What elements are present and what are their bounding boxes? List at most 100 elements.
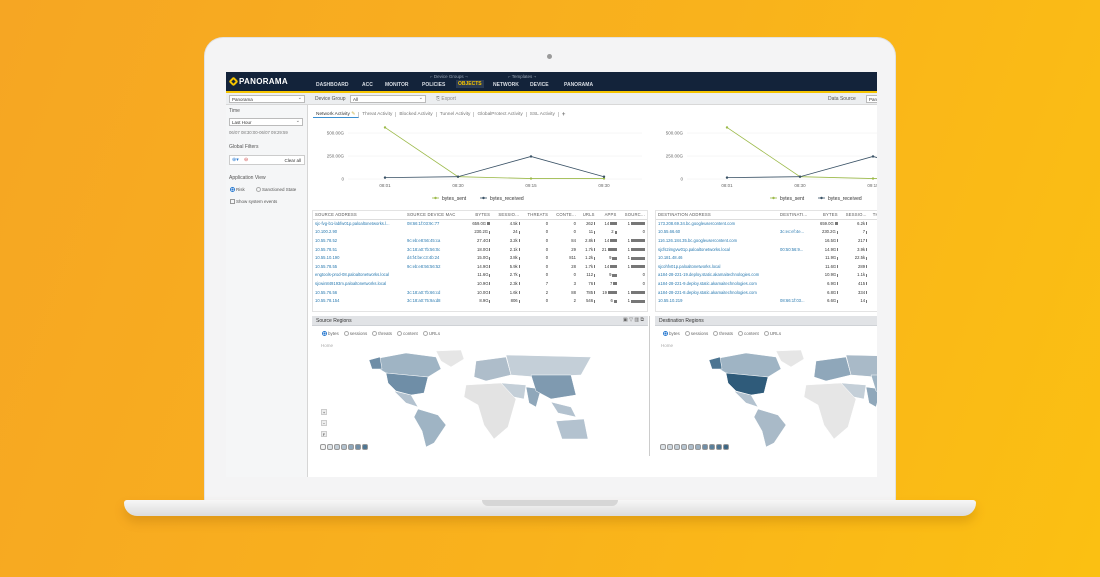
table-row[interactable]: 10.100.2.90 230.2G 24 0 0 11 2 0 xyxy=(313,228,647,237)
tab-tunnel-activity[interactable]: Tunnel Activity xyxy=(437,112,475,117)
table-row[interactable]: 10.55.76.56 3c:18:a0:7b:66:cd 10.0G 1.6k 2 88… xyxy=(313,288,647,297)
tab-blocked-activity[interactable]: Blocked Activity xyxy=(396,112,437,117)
table-row[interactable]: sjcohfv01p.paloaltonetworks.local 11.6G 28… xyxy=(656,262,877,271)
data-point-bytes_sent[interactable] xyxy=(383,126,387,129)
column-header[interactable]: SOURCE DEVICE MAC xyxy=(404,211,467,220)
table-cell[interactable] xyxy=(778,236,814,245)
table-cell[interactable]: a184-28-221-19.deploy.static.akamaitechn… xyxy=(656,271,778,280)
time-select[interactable]: Last Hour xyxy=(229,118,303,126)
table-cell[interactable] xyxy=(405,271,467,280)
data-point-bytes_received[interactable] xyxy=(871,155,875,158)
data-point-bytes_received[interactable] xyxy=(529,155,533,158)
map-region-usa[interactable] xyxy=(385,372,429,396)
add-tab-icon[interactable]: + xyxy=(561,111,566,118)
nav-monitor[interactable]: MONITOR xyxy=(385,82,409,88)
column-header[interactable]: THR xyxy=(868,211,877,220)
table-cell[interactable]: 10.55.78.55 xyxy=(313,262,405,271)
metric-radio-urls[interactable]: URLs xyxy=(763,331,781,337)
table-cell[interactable] xyxy=(778,271,814,280)
show-system-events-checkbox[interactable]: Show system events xyxy=(230,199,277,205)
data-point-bytes_received[interactable] xyxy=(383,176,387,179)
data-point-bytes_sent[interactable] xyxy=(602,177,606,180)
column-header[interactable]: APPS xyxy=(596,211,619,220)
table-cell[interactable]: 10.181.48.46 xyxy=(656,253,778,262)
table-cell[interactable] xyxy=(778,253,814,262)
table-cell[interactable]: sjcfs2imgvw01p.paloaltonetworks.local xyxy=(656,245,778,254)
column-header[interactable]: SOURC... xyxy=(618,211,647,220)
table-row[interactable]: 10.181.48.46 11.9G 22.5k xyxy=(656,253,877,262)
sanctioned-radio[interactable]: Sanctioned State xyxy=(256,187,296,193)
map-region-africa[interactable] xyxy=(463,382,517,440)
metric-radio-sessions[interactable]: sessions xyxy=(343,331,367,337)
nav-device[interactable]: DEVICE xyxy=(530,82,549,88)
table-cell[interactable] xyxy=(778,288,814,297)
table-row[interactable]: 10.55.10.219 08:66:1f:03... 6.6G 14 xyxy=(656,296,877,305)
remove-filter-icon[interactable]: ⊖ xyxy=(244,157,249,163)
table-cell[interactable] xyxy=(778,262,814,271)
map-region-mexico[interactable] xyxy=(393,390,419,408)
panel-divider[interactable] xyxy=(649,316,650,456)
source-world-map[interactable] xyxy=(366,347,596,447)
metric-radio-threats[interactable]: threats xyxy=(372,331,392,337)
nav-dashboard[interactable]: DASHBOARD xyxy=(316,82,349,88)
table-row[interactable]: engtools-prod-08.paloaltonetworks.local 1… xyxy=(313,271,647,280)
table-cell[interactable]: 10.55.76.56 xyxy=(313,288,405,297)
map-region-alaska[interactable] xyxy=(708,356,723,370)
map-region-mexico[interactable] xyxy=(733,390,759,408)
nav-policies[interactable]: POLICIES xyxy=(422,82,446,88)
table-cell[interactable]: 3c:18:a0:7b:66:cd xyxy=(405,288,467,297)
table-cell[interactable]: sjc-fvg-b1-labfw01p.paloaltonetworks.l..… xyxy=(313,219,405,228)
table-cell[interactable]: 10.55.10.219 xyxy=(656,296,778,305)
source-map-home[interactable]: Home xyxy=(321,343,334,348)
table-cell[interactable]: a184-28-221-9.deploy.static.akamaitechno… xyxy=(656,279,778,288)
table-row[interactable]: sjcwin849193m.paloaltonetworks.local 10.9… xyxy=(313,279,647,288)
table-cell[interactable]: 116.126.184.35.bc.googleusercontent.com xyxy=(656,236,778,245)
map-region-greenland[interactable] xyxy=(435,349,465,368)
map-region-canada[interactable] xyxy=(713,352,782,378)
table-cell[interactable]: 08:66:1f:03:9c:77 xyxy=(405,219,467,228)
risk-radio[interactable]: Risk xyxy=(230,187,245,193)
column-header[interactable]: SOURCE ADDRESS xyxy=(313,211,405,220)
export-button[interactable]: ⎘ Export xyxy=(436,96,456,102)
table-row[interactable]: 10.55.10.190 d4:f4:be:c3:4b:24 15.0G 3.8k 0 8… xyxy=(313,253,647,262)
table-row[interactable]: 10.55.78.154 3c:18:a0:75:9a:d8 8.9G 806 0 2 54… xyxy=(313,296,647,305)
table-cell[interactable]: engtools-prod-08.paloaltonetworks.local xyxy=(313,271,405,280)
table-cell[interactable] xyxy=(405,279,467,288)
data-point-bytes_sent[interactable] xyxy=(529,177,533,180)
map-region-europe[interactable] xyxy=(473,356,512,382)
map-region-canada[interactable] xyxy=(373,352,442,378)
table-row[interactable]: a184-28-221-8.deploy.static.akamaitechno… xyxy=(656,288,877,297)
table-cell[interactable]: 10.55.78.51 xyxy=(313,245,405,254)
metric-radio-content[interactable]: content xyxy=(738,331,759,337)
device-group-select[interactable]: All xyxy=(350,95,426,103)
map-region-india[interactable] xyxy=(865,386,877,408)
map-region-australia[interactable] xyxy=(555,418,589,440)
data-point-bytes_sent[interactable] xyxy=(871,177,875,180)
destination-world-map[interactable] xyxy=(706,347,877,447)
column-header[interactable]: BYTES xyxy=(466,211,493,220)
table-cell[interactable]: 00:50:56:9... xyxy=(778,245,814,254)
table-cell[interactable] xyxy=(778,219,814,228)
data-source-select[interactable]: Pan xyxy=(866,95,877,103)
map-region-africa[interactable] xyxy=(803,382,857,440)
column-header[interactable]: SESSIO... xyxy=(839,211,869,220)
table-row[interactable]: sjcfs2imgvw01p.paloaltonetworks.local 00:… xyxy=(656,245,877,254)
column-header[interactable]: CONTE... xyxy=(550,211,578,220)
table-cell[interactable]: 10.55.78.52 xyxy=(313,236,405,245)
table-row[interactable]: 116.126.184.35.bc.googleusercontent.com 1… xyxy=(656,236,877,245)
column-header[interactable]: THREATS xyxy=(521,211,551,220)
map-region-europe[interactable] xyxy=(813,356,852,382)
nav-acc[interactable]: ACC xyxy=(362,82,373,88)
table-row[interactable]: 10.55.78.51 3c:18:a0:7b:56:0c 18.0G 2.1k 0 29… xyxy=(313,245,647,254)
nav-objects[interactable]: OBJECTS xyxy=(456,80,484,88)
map-region-southam[interactable] xyxy=(753,408,787,447)
edit-icon[interactable]: ✎ xyxy=(351,111,356,117)
clear-all-button[interactable]: Clear all xyxy=(284,158,301,163)
data-point-bytes_received[interactable] xyxy=(602,175,606,178)
metric-radio-bytes[interactable]: bytes xyxy=(322,331,339,337)
data-point-bytes_received[interactable] xyxy=(456,175,460,178)
table-row[interactable]: sjc-fvg-b1-labfw01p.paloaltonetworks.l..… xyxy=(313,219,647,228)
add-filter-icon[interactable]: ⊕▾ xyxy=(232,157,239,163)
column-header[interactable]: DESTINATI... xyxy=(778,211,815,220)
destination-map-home[interactable]: Home xyxy=(661,343,674,348)
